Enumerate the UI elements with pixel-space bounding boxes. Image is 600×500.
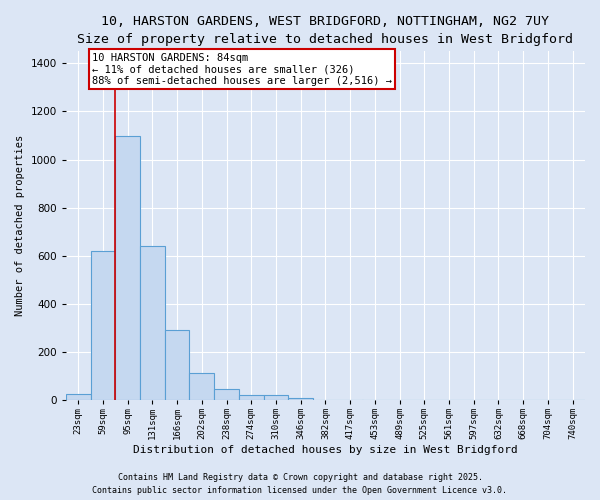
Bar: [190, 372, 214, 400]
Bar: [263, 396, 289, 400]
Bar: [289, 398, 313, 400]
Bar: [214, 390, 239, 400]
Bar: [140, 246, 165, 400]
Bar: [91, 251, 115, 400]
Bar: [239, 396, 263, 400]
Text: Contains HM Land Registry data © Crown copyright and database right 2025.
Contai: Contains HM Land Registry data © Crown c…: [92, 474, 508, 495]
Bar: [165, 330, 190, 400]
Bar: [66, 394, 91, 400]
X-axis label: Distribution of detached houses by size in West Bridgford: Distribution of detached houses by size …: [133, 445, 518, 455]
Bar: [115, 136, 140, 400]
Y-axis label: Number of detached properties: Number of detached properties: [15, 135, 25, 316]
Text: 10 HARSTON GARDENS: 84sqm
← 11% of detached houses are smaller (326)
88% of semi: 10 HARSTON GARDENS: 84sqm ← 11% of detac…: [92, 52, 392, 86]
Title: 10, HARSTON GARDENS, WEST BRIDGFORD, NOTTINGHAM, NG2 7UY
Size of property relati: 10, HARSTON GARDENS, WEST BRIDGFORD, NOT…: [77, 15, 574, 46]
